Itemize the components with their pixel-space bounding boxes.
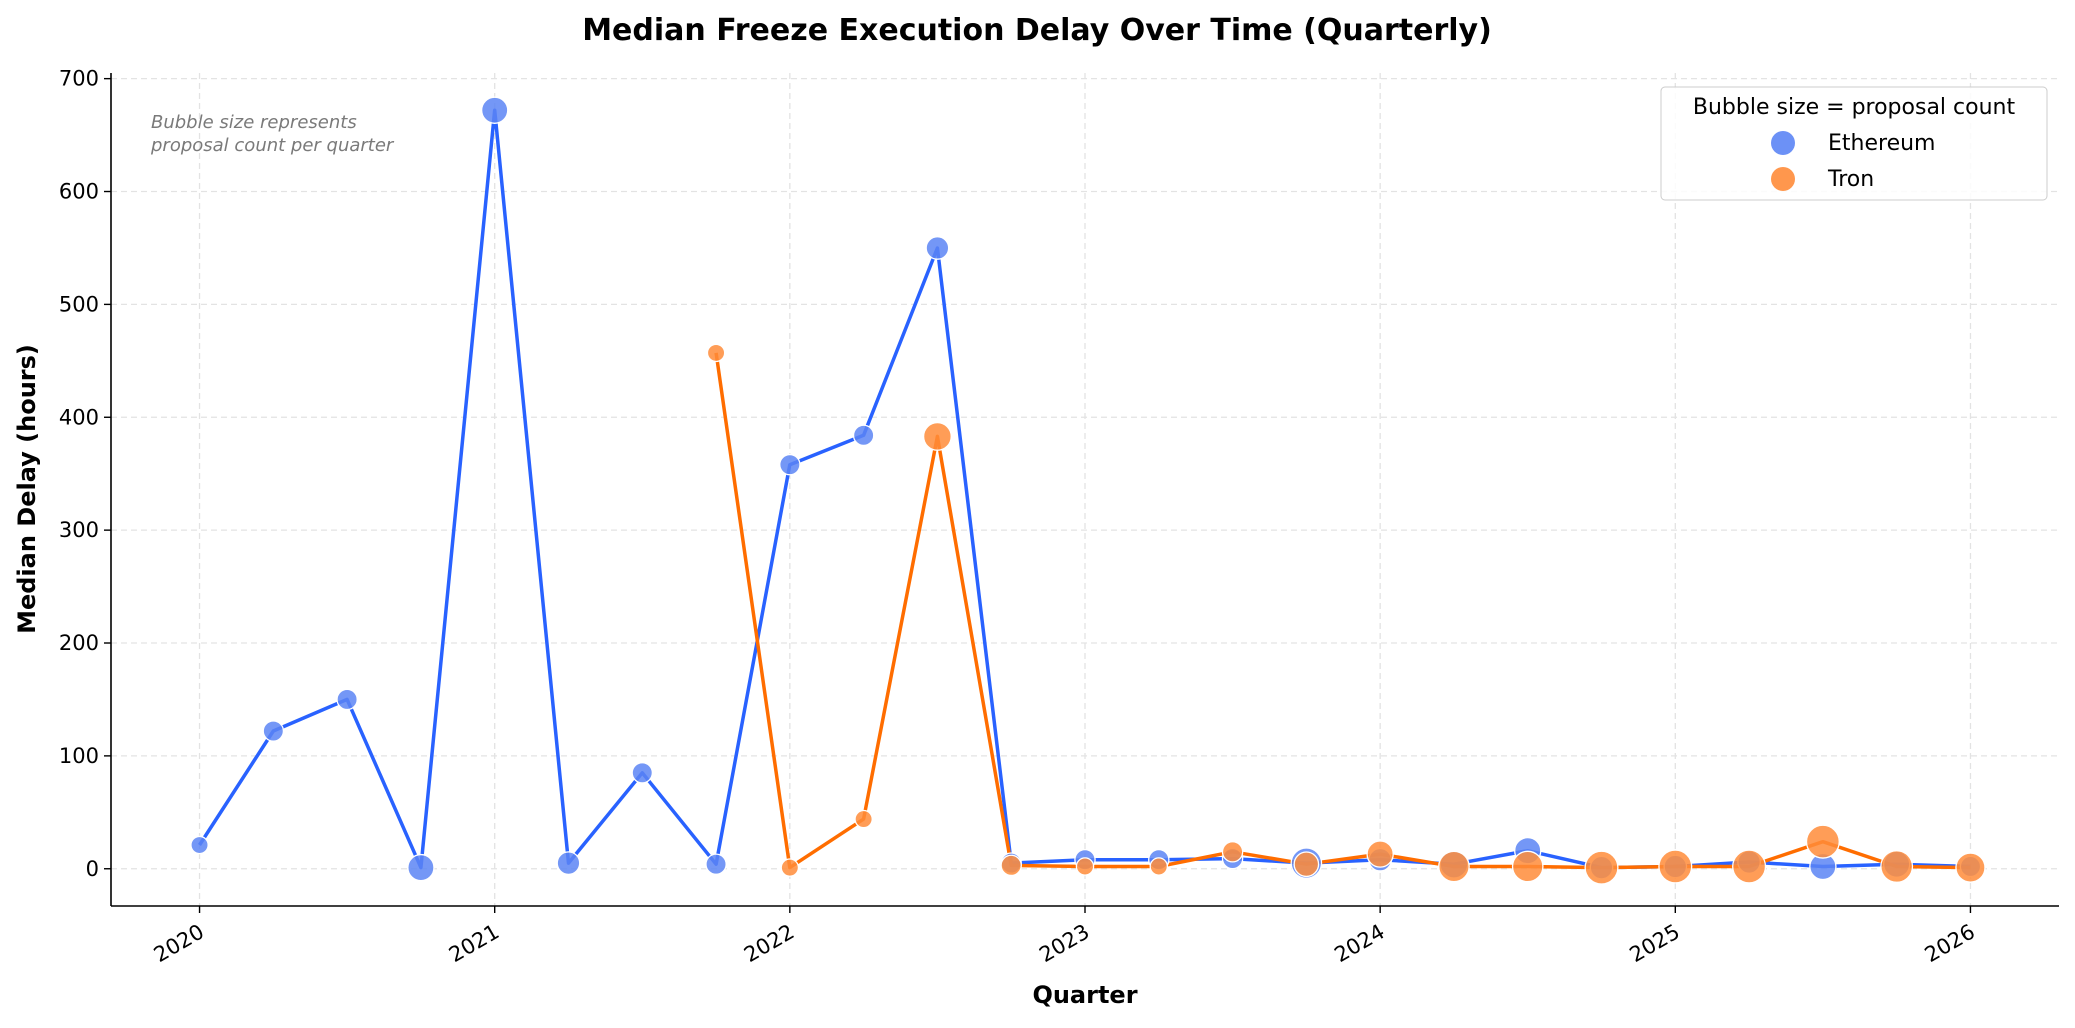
point-tron xyxy=(1221,841,1244,863)
point-tron xyxy=(854,809,873,829)
x-axis-label: Quarter xyxy=(1032,981,1137,1009)
point-tron xyxy=(1955,852,1986,883)
point-tron xyxy=(1000,854,1022,877)
point-ethereum xyxy=(262,720,285,742)
point-tron xyxy=(1658,849,1693,884)
x-tick-label: 2025 xyxy=(1626,920,1684,968)
point-ethereum xyxy=(925,236,950,260)
x-tick-label: 2026 xyxy=(1921,920,1979,968)
x-tick-label: 2020 xyxy=(150,920,208,968)
y-tick-label: 400 xyxy=(59,405,99,429)
point-ethereum xyxy=(407,853,435,882)
y-axis-label: Median Delay (hours) xyxy=(13,344,41,634)
point-tron xyxy=(780,858,800,877)
y-tick-label: 0 xyxy=(86,857,99,881)
legend-marker-ethereum xyxy=(1771,131,1795,155)
y-tick-label: 600 xyxy=(59,180,99,204)
y-tick-label: 500 xyxy=(59,292,99,316)
point-tron xyxy=(1880,850,1914,883)
point-ethereum xyxy=(556,851,581,875)
point-tron xyxy=(1511,850,1544,883)
x-tick-label: 2021 xyxy=(445,920,503,968)
point-tron xyxy=(922,421,952,451)
y-tick-label: 300 xyxy=(59,518,99,542)
legend: Bubble size = proposal count Ethereum Tr… xyxy=(1660,86,2048,201)
x-tick-label: 2023 xyxy=(1035,920,1093,968)
x-tick-label: 2024 xyxy=(1330,920,1388,968)
series-markers xyxy=(190,96,1986,885)
point-tron xyxy=(1293,851,1320,878)
point-tron xyxy=(1732,849,1767,884)
x-tick-label: 2022 xyxy=(740,920,798,968)
annotation-line-2: proposal count per quarter xyxy=(150,135,395,156)
legend-marker-tron xyxy=(1771,167,1795,191)
point-tron xyxy=(1584,850,1619,885)
point-tron xyxy=(1075,857,1095,876)
point-ethereum xyxy=(480,96,509,124)
point-tron xyxy=(1438,850,1470,883)
point-ethereum xyxy=(852,424,875,447)
point-ethereum xyxy=(779,453,801,476)
point-ethereum xyxy=(336,688,358,711)
point-tron xyxy=(1805,824,1840,859)
legend-label-tron: Tron xyxy=(1827,167,1874,192)
line-tron xyxy=(714,352,1971,870)
chart-title: Median Freeze Execution Delay Over Time … xyxy=(582,13,1492,48)
legend-box xyxy=(1660,86,2048,201)
legend-title: Bubble size = proposal count xyxy=(1693,95,2016,120)
y-tick-label: 200 xyxy=(59,631,99,655)
point-ethereum xyxy=(705,853,727,875)
point-ethereum xyxy=(190,835,209,855)
y-tick-label: 100 xyxy=(59,744,99,768)
point-tron xyxy=(706,343,726,363)
grid xyxy=(111,73,2059,906)
annotation-line-1: Bubble size represents xyxy=(151,112,357,133)
y-tick-label: 700 xyxy=(59,67,99,91)
ticks: 0 100 200 300 400 500 600 700 2020 2021 2022 2023 20… xyxy=(59,67,1979,967)
point-tron xyxy=(1149,857,1169,876)
point-tron xyxy=(1366,840,1394,868)
legend-label-ethereum: Ethereum xyxy=(1828,131,1935,156)
point-ethereum xyxy=(631,762,654,784)
